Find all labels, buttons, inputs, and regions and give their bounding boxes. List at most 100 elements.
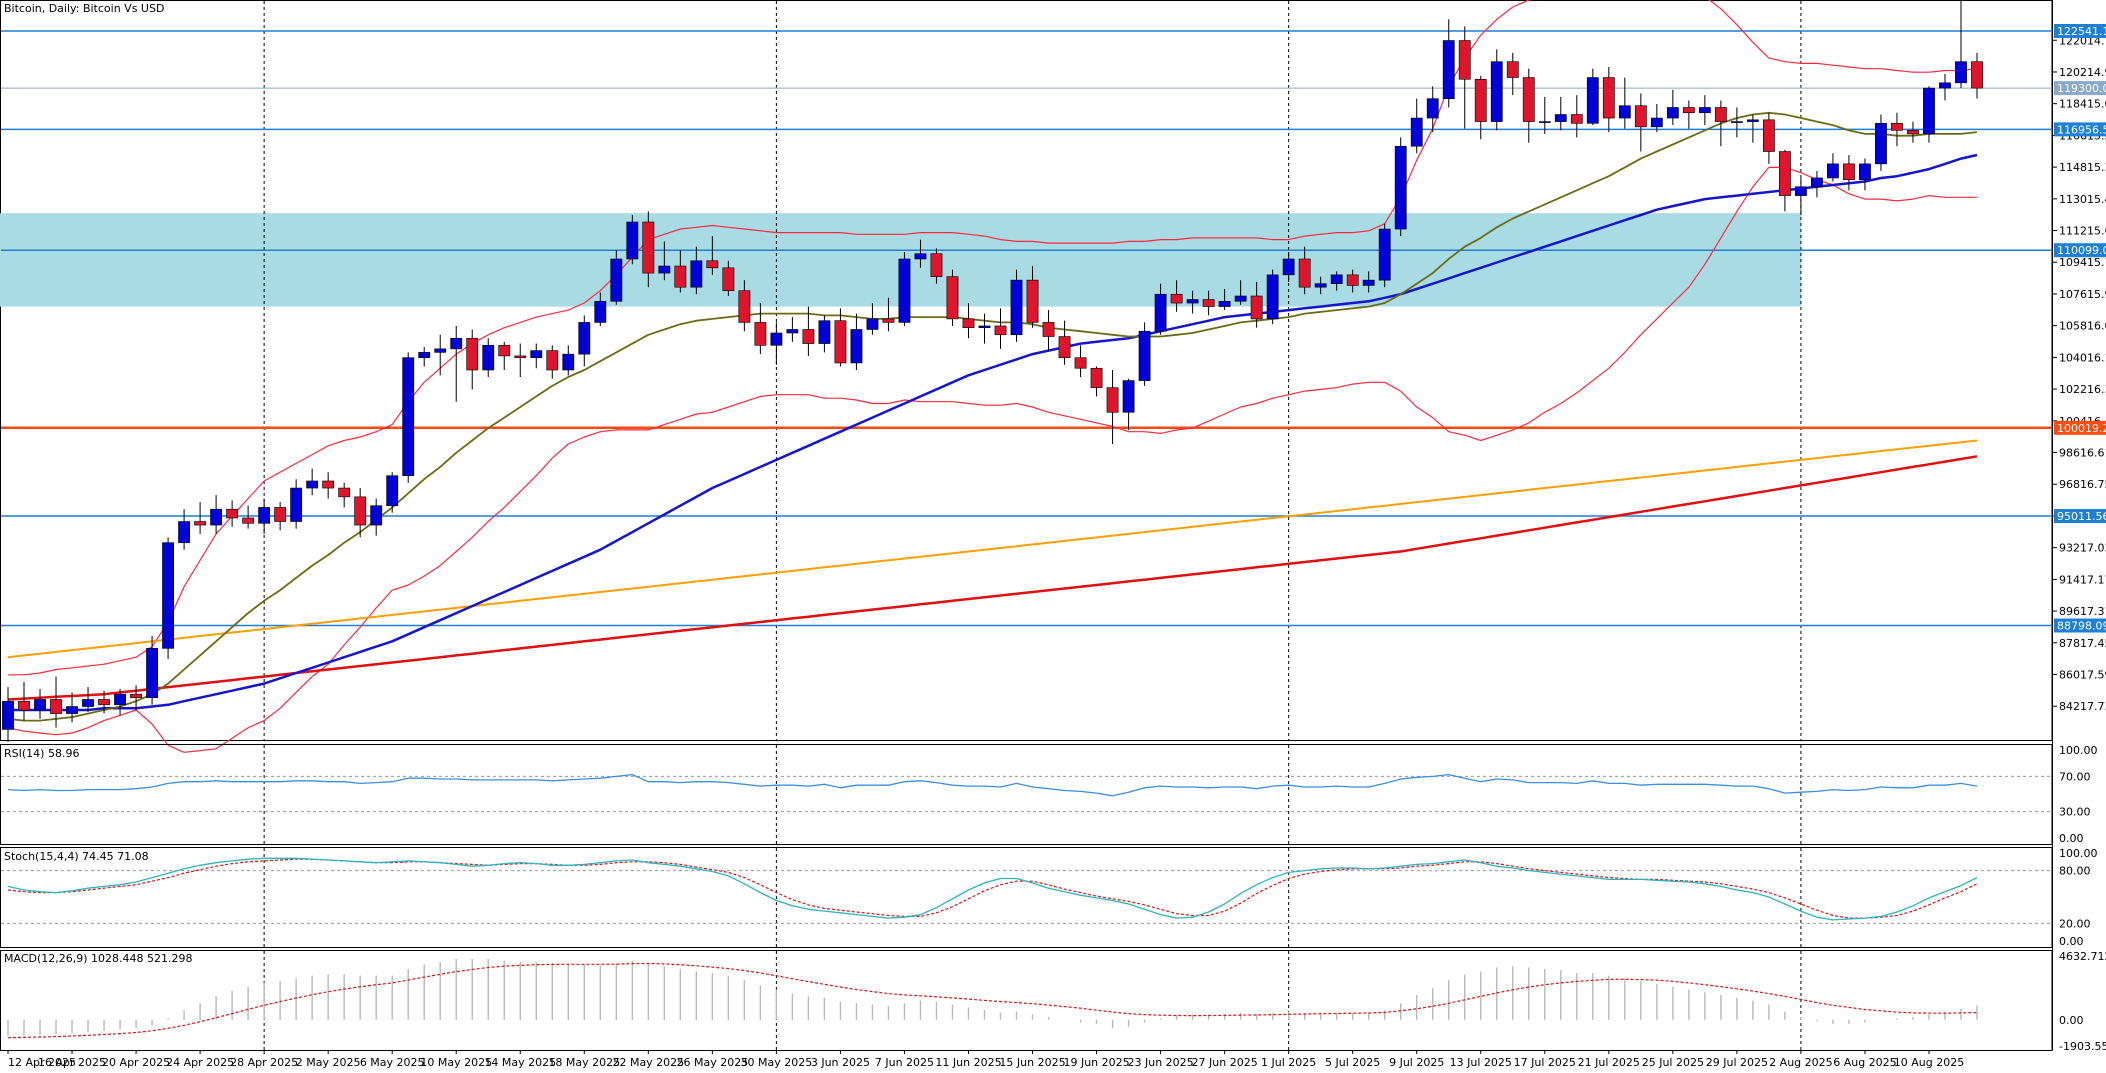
- candle[interactable]: [850, 313, 863, 370]
- candle[interactable]: [114, 688, 126, 716]
- candle[interactable]: [1442, 19, 1455, 108]
- candle[interactable]: [1650, 103, 1663, 133]
- candle[interactable]: [1154, 283, 1167, 335]
- candle[interactable]: [1730, 107, 1743, 138]
- candle[interactable]: [1698, 95, 1711, 126]
- candle[interactable]: [1346, 269, 1359, 293]
- candle[interactable]: [914, 239, 927, 268]
- candle[interactable]: [1827, 153, 1839, 182]
- candle[interactable]: [418, 347, 431, 367]
- candle[interactable]: [962, 303, 975, 339]
- candle[interactable]: [402, 352, 415, 483]
- candle[interactable]: [274, 502, 287, 531]
- candle[interactable]: [146, 636, 158, 705]
- candle[interactable]: [1907, 121, 1919, 143]
- candle[interactable]: [882, 297, 895, 332]
- candle[interactable]: [1010, 269, 1023, 342]
- candle[interactable]: [50, 676, 62, 728]
- candle[interactable]: [642, 211, 655, 288]
- candle[interactable]: [322, 472, 335, 499]
- candle[interactable]: [1490, 49, 1503, 131]
- candle[interactable]: [1090, 366, 1103, 397]
- candle[interactable]: [978, 313, 991, 344]
- candle[interactable]: [1234, 280, 1247, 305]
- candle[interactable]: [210, 495, 223, 534]
- rsi-pane[interactable]: 100.00 70.00 30.00 0.00: [0, 744, 2098, 845]
- candle[interactable]: [1298, 246, 1311, 295]
- candle[interactable]: [1282, 251, 1295, 282]
- candle[interactable]: [802, 306, 815, 356]
- candle[interactable]: [1426, 86, 1439, 133]
- candle[interactable]: [1939, 74, 1951, 101]
- candle[interactable]: [66, 692, 78, 723]
- candle[interactable]: [1891, 112, 1903, 147]
- candle[interactable]: [482, 338, 495, 378]
- candle[interactable]: [498, 341, 511, 370]
- candle[interactable]: [1378, 223, 1391, 288]
- candle[interactable]: [1923, 86, 1935, 143]
- candle[interactable]: [1859, 158, 1871, 191]
- candle[interactable]: [930, 248, 943, 284]
- candle[interactable]: [1538, 96, 1551, 134]
- candle[interactable]: [1170, 280, 1183, 312]
- candle[interactable]: [226, 500, 239, 527]
- candle[interactable]: [1410, 98, 1423, 154]
- candle[interactable]: [690, 246, 703, 295]
- candle[interactable]: [1554, 96, 1567, 131]
- candle[interactable]: [1955, 0, 1967, 89]
- candle[interactable]: [1394, 137, 1407, 237]
- candle[interactable]: [722, 260, 735, 296]
- macd-pane[interactable]: 4632.712 0.00 -1903.558: [0, 950, 2106, 1053]
- candle[interactable]: [1843, 155, 1855, 191]
- candle[interactable]: [594, 292, 607, 326]
- candle[interactable]: [338, 482, 351, 508]
- candle[interactable]: [1250, 281, 1263, 328]
- candle[interactable]: [1458, 26, 1471, 129]
- candle[interactable]: [946, 269, 959, 326]
- candle[interactable]: [1714, 100, 1727, 147]
- candle[interactable]: [530, 343, 543, 369]
- candle[interactable]: [1186, 290, 1199, 314]
- candle[interactable]: [1314, 276, 1327, 295]
- candle[interactable]: [626, 214, 639, 265]
- candle[interactable]: [754, 303, 767, 355]
- candle[interactable]: [1474, 75, 1487, 140]
- candle[interactable]: [562, 345, 575, 376]
- candle[interactable]: [1634, 93, 1647, 152]
- candle[interactable]: [18, 681, 30, 721]
- candle[interactable]: [370, 498, 383, 536]
- candle[interactable]: [1026, 266, 1039, 328]
- candle[interactable]: [2, 687, 14, 742]
- candle[interactable]: [194, 502, 207, 534]
- candle[interactable]: [1362, 271, 1375, 293]
- candle[interactable]: [818, 315, 831, 353]
- candle[interactable]: [1811, 170, 1823, 198]
- candle[interactable]: [1602, 66, 1615, 133]
- candle[interactable]: [1971, 52, 1983, 99]
- candle[interactable]: [1746, 114, 1759, 143]
- candle[interactable]: [1586, 68, 1599, 126]
- candle[interactable]: [1875, 114, 1887, 171]
- candle[interactable]: [130, 685, 142, 711]
- candle[interactable]: [578, 315, 591, 367]
- candle[interactable]: [834, 308, 847, 367]
- candle[interactable]: [770, 322, 783, 365]
- candle[interactable]: [466, 329, 479, 390]
- candle[interactable]: [658, 241, 671, 281]
- candle[interactable]: [994, 308, 1007, 349]
- candle[interactable]: [354, 488, 367, 538]
- candle[interactable]: [1122, 378, 1135, 430]
- candle[interactable]: [1074, 345, 1087, 378]
- candle[interactable]: [162, 537, 174, 659]
- candle[interactable]: [898, 251, 911, 326]
- candle[interactable]: [1570, 95, 1583, 138]
- candle[interactable]: [1506, 52, 1519, 96]
- candle[interactable]: [306, 468, 319, 496]
- candle[interactable]: [1138, 322, 1151, 386]
- candle[interactable]: [1666, 89, 1679, 126]
- candle[interactable]: [82, 687, 94, 712]
- candle[interactable]: [738, 280, 751, 332]
- candle[interactable]: [1522, 68, 1535, 143]
- candle[interactable]: [434, 334, 447, 376]
- candle[interactable]: [1682, 100, 1695, 129]
